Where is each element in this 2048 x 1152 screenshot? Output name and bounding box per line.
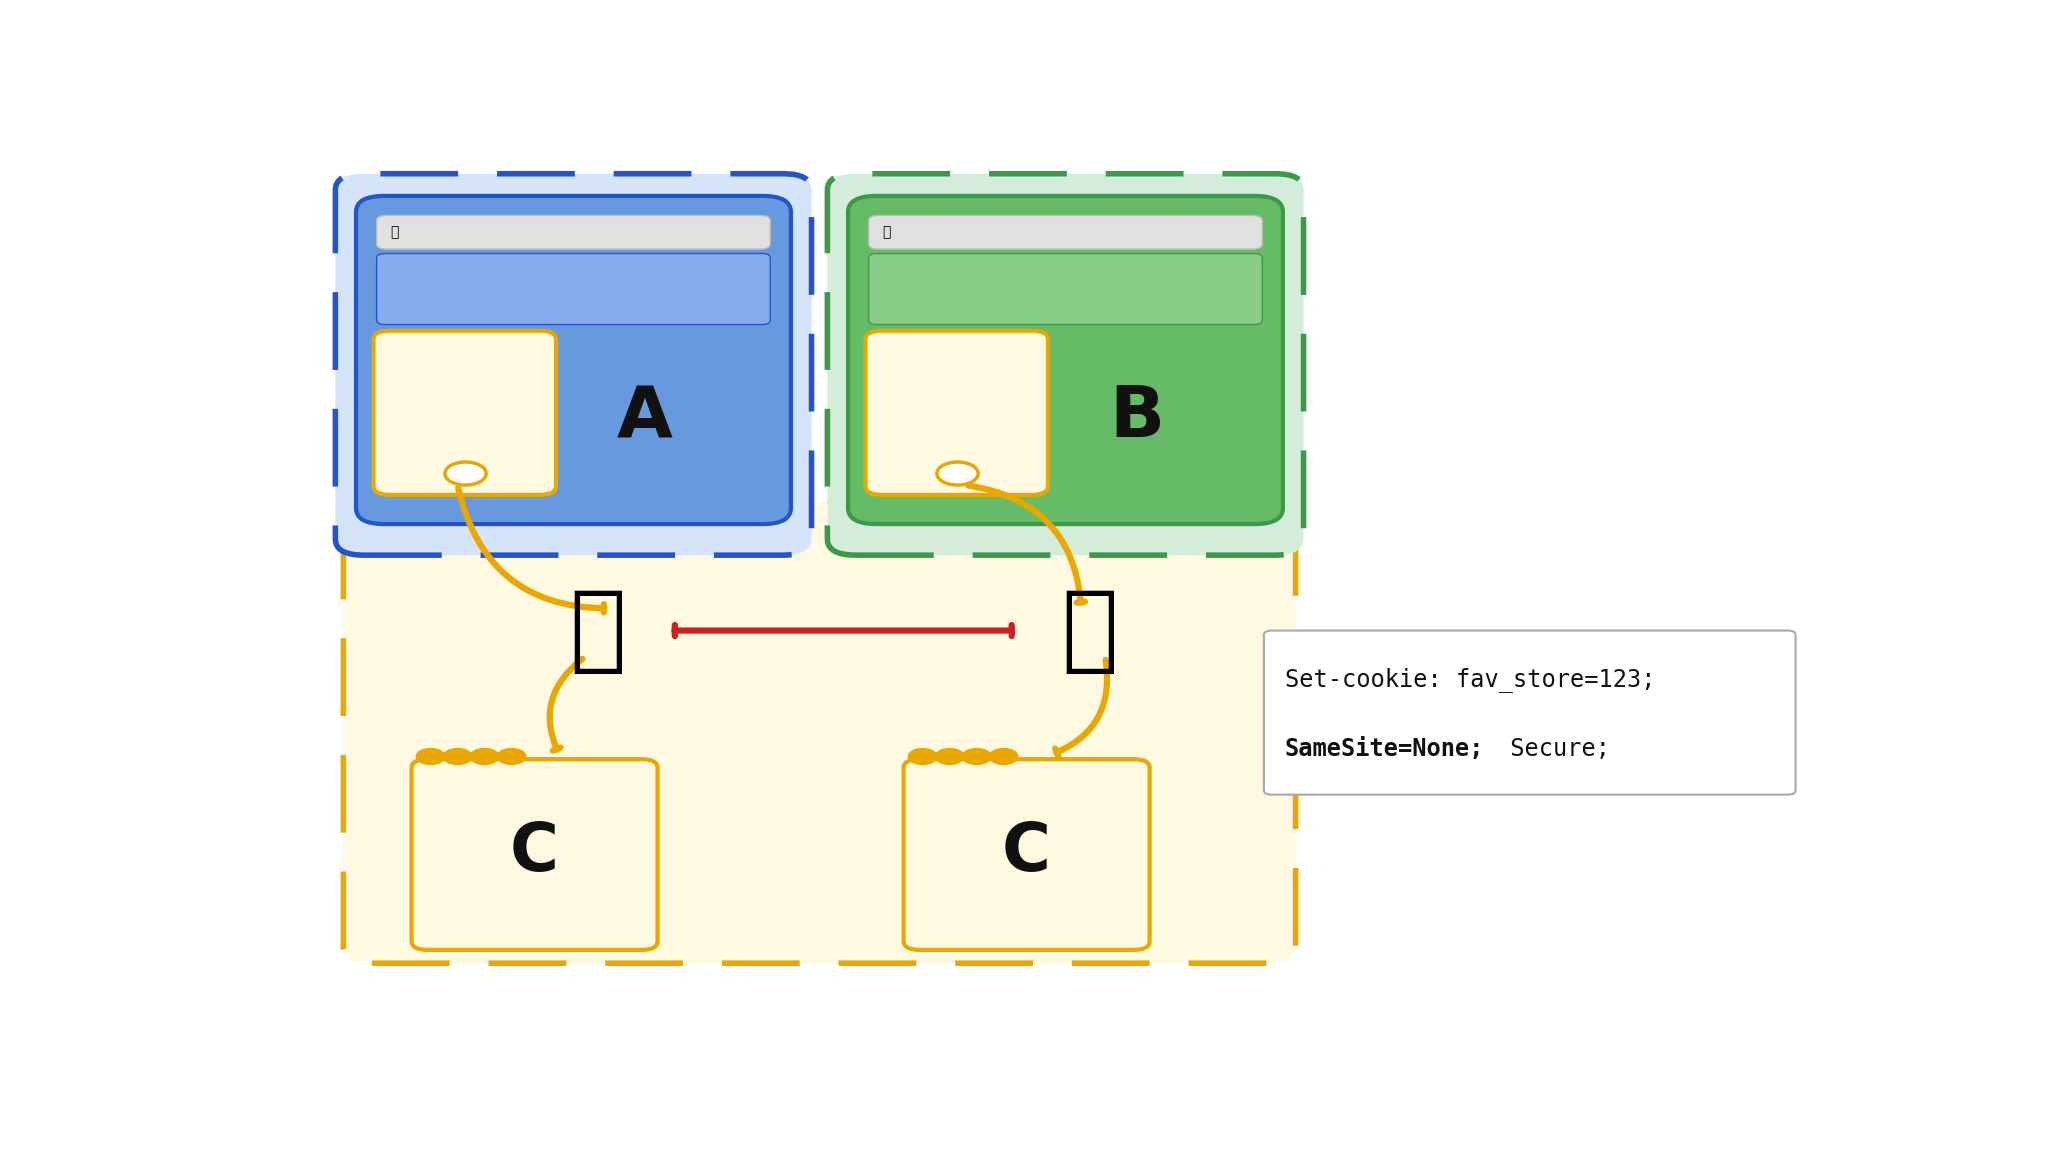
- Text: A: A: [616, 384, 674, 452]
- FancyBboxPatch shape: [827, 174, 1303, 555]
- FancyBboxPatch shape: [868, 253, 1262, 325]
- Text: SameSite=None;: SameSite=None;: [1284, 736, 1485, 760]
- FancyBboxPatch shape: [373, 331, 555, 495]
- Circle shape: [416, 749, 444, 765]
- FancyBboxPatch shape: [344, 502, 1296, 963]
- Text: 🍪: 🍪: [1061, 584, 1118, 676]
- FancyBboxPatch shape: [377, 253, 770, 325]
- Text: Secure;: Secure;: [1495, 736, 1610, 760]
- Circle shape: [963, 749, 991, 765]
- Text: 🔒: 🔒: [389, 226, 397, 240]
- Text: C: C: [510, 819, 559, 885]
- Text: 🍪: 🍪: [569, 584, 625, 676]
- Circle shape: [471, 749, 500, 765]
- FancyBboxPatch shape: [903, 759, 1149, 950]
- FancyBboxPatch shape: [1264, 630, 1796, 795]
- FancyBboxPatch shape: [356, 196, 791, 524]
- Text: 🔒: 🔒: [883, 226, 891, 240]
- Circle shape: [936, 462, 979, 485]
- FancyBboxPatch shape: [412, 759, 657, 950]
- Circle shape: [909, 749, 936, 765]
- Text: B: B: [1110, 384, 1165, 452]
- Circle shape: [936, 749, 965, 765]
- Circle shape: [989, 749, 1018, 765]
- FancyBboxPatch shape: [848, 196, 1282, 524]
- Circle shape: [442, 749, 471, 765]
- Text: Set-cookie: fav_store=123;: Set-cookie: fav_store=123;: [1284, 667, 1655, 692]
- FancyBboxPatch shape: [866, 331, 1049, 495]
- Circle shape: [498, 749, 526, 765]
- Text: C: C: [1001, 819, 1051, 885]
- FancyBboxPatch shape: [336, 174, 811, 555]
- FancyBboxPatch shape: [377, 215, 770, 249]
- Circle shape: [444, 462, 485, 485]
- FancyBboxPatch shape: [868, 215, 1262, 249]
